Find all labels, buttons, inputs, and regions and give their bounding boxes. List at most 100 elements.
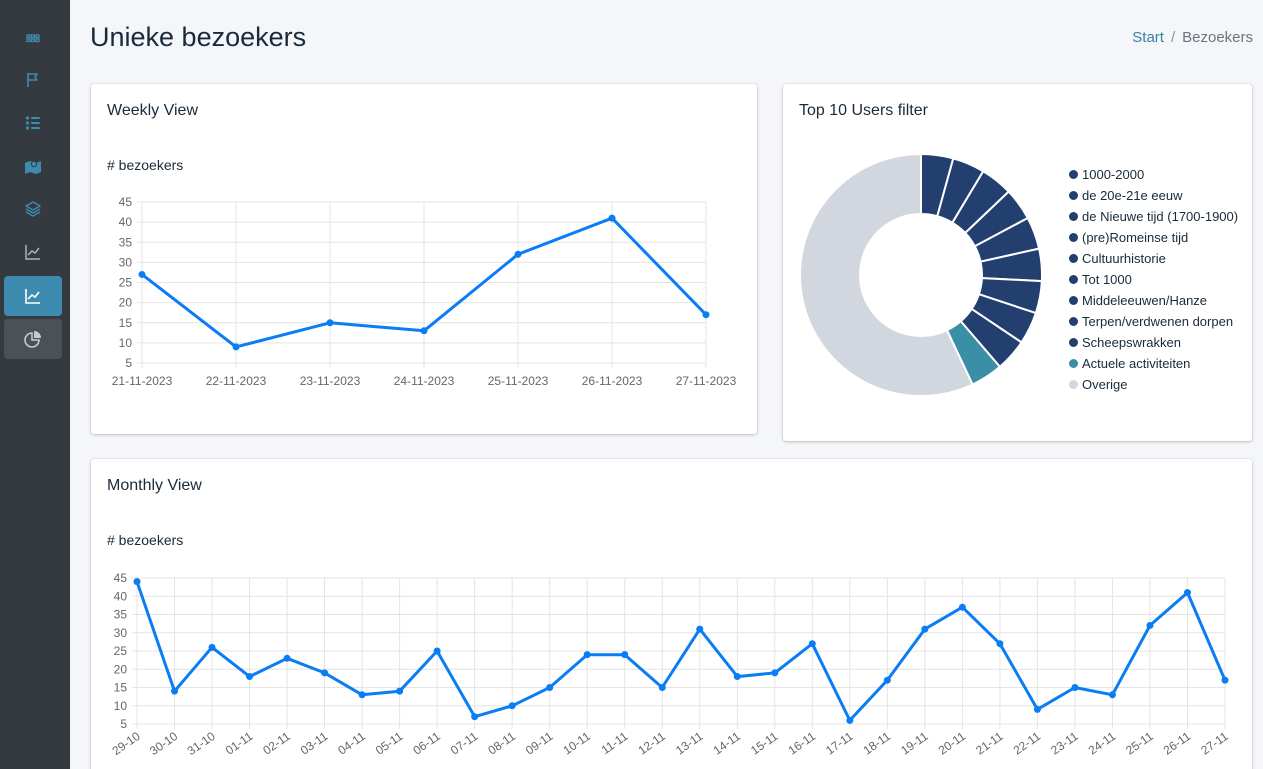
weekly-y-tick-label: 25 [119, 276, 133, 290]
legend-label: Actuele activiteiten [1082, 356, 1191, 371]
legend-swatch [1069, 359, 1078, 368]
monthly-chart-legend-label: # bezoekers [107, 532, 184, 548]
monthly-y-tick-label: 40 [114, 589, 128, 603]
weekly-x-tick-label: 24-11-2023 [394, 374, 455, 388]
monthly-x-tick-label: 29-10 [110, 729, 143, 758]
weekly-data-point [326, 319, 334, 327]
weekly-data-point [702, 311, 710, 319]
monthly-x-tick-label: 11-11 [599, 729, 631, 757]
weekly-y-tick-label: 5 [125, 356, 132, 370]
legend-swatch [1069, 170, 1078, 179]
weekly-data-point [608, 214, 616, 222]
top10-card: Top 10 Users filter 1000-2000 de 20e-21e … [783, 84, 1252, 441]
monthly-x-tick-label: 13-11 [673, 729, 706, 758]
monthly-y-tick-label: 35 [114, 608, 128, 622]
legend-swatch [1069, 338, 1078, 347]
monthly-data-point [771, 669, 779, 677]
monthly-data-point [133, 578, 141, 586]
weekly-y-tick-label: 35 [119, 235, 133, 249]
monthly-x-tick-label: 08-11 [485, 729, 518, 758]
page-title: Unieke bezoekers [90, 22, 307, 52]
legend-item[interactable]: de 20e-21e eeuw [1069, 185, 1254, 206]
weekly-chart-legend-label: # bezoekers [107, 157, 184, 173]
nav-pie-report[interactable] [4, 319, 62, 359]
weekly-card-title: Weekly View [107, 102, 198, 119]
monthly-data-point [883, 676, 891, 684]
monthly-data-point [171, 687, 179, 695]
legend-label: Tot 1000 [1082, 272, 1132, 287]
nav-layers[interactable] [4, 189, 62, 229]
nav-dashboard[interactable] [4, 18, 62, 58]
monthly-data-point [1033, 705, 1041, 713]
monthly-data-point [1108, 691, 1116, 699]
monthly-series-line [135, 581, 1227, 722]
monthly-data-point [471, 713, 479, 721]
legend-item[interactable]: 1000-2000 [1069, 164, 1254, 185]
monthly-data-point [733, 673, 741, 681]
monthly-x-tick-label: 22-11 [1011, 729, 1044, 758]
legend-item[interactable]: Terpen/verdwenen dorpen [1069, 311, 1254, 332]
grid-icon [26, 34, 40, 43]
legend-label: Middeleeuwen/Hanze [1082, 293, 1208, 308]
breadcrumb-home-link[interactable]: Start [1132, 29, 1164, 46]
legend-item[interactable]: de Nieuwe tijd (1700-1900) [1069, 206, 1254, 227]
legend-label: Cultuurhistorie [1082, 251, 1166, 266]
legend-swatch [1069, 191, 1078, 200]
monthly-x-tick-label: 25-11 [1123, 729, 1156, 758]
monthly-x-tick-label: 18-11 [861, 729, 894, 758]
monthly-card-title: Monthly View [107, 477, 202, 494]
monthly-data-point [508, 702, 516, 710]
monthly-x-tick-label: 16-11 [786, 729, 819, 758]
weekly-data-point [420, 327, 428, 335]
monthly-data-point [921, 625, 929, 633]
chart-pie-icon [24, 331, 41, 348]
monthly-data-point [808, 640, 816, 648]
legend-item[interactable]: Scheepswrakken [1069, 332, 1254, 353]
nav-flags[interactable] [4, 60, 62, 100]
weekly-y-tick-label: 20 [119, 296, 133, 310]
monthly-x-tick-label: 06-11 [410, 729, 443, 758]
monthly-line-chart: 5 10 15 20 25 30 35 40 45 29-10 30-10 31-10 01-11 02-… [110, 571, 1231, 758]
list-icon [25, 116, 40, 130]
monthly-x-tick-label: 07-11 [448, 729, 481, 758]
legend-item[interactable]: Actuele activiteiten [1069, 353, 1254, 374]
monthly-y-tick-label: 5 [120, 717, 127, 731]
top10-donut-chart [799, 152, 1043, 397]
monthly-data-point [1221, 676, 1229, 684]
flag-icon [27, 73, 38, 87]
legend-item[interactable]: Tot 1000 [1069, 269, 1254, 290]
monthly-data-point [546, 684, 554, 691]
breadcrumb: Start / Bezoekers [1132, 29, 1253, 46]
chart-line-icon [25, 245, 40, 260]
nav-statistics[interactable] [4, 232, 62, 272]
nav-map[interactable] [4, 146, 62, 186]
nav-list[interactable] [4, 103, 62, 143]
monthly-x-tick-label: 01-11 [223, 729, 256, 758]
weekly-data-point [232, 343, 240, 351]
legend-item[interactable]: Overige [1069, 374, 1254, 395]
donut-slice [799, 152, 974, 397]
legend-item[interactable]: Cultuurhistorie [1069, 248, 1254, 269]
legend-label: (pre)Romeinse tijd [1082, 230, 1189, 245]
monthly-y-tick-label: 20 [114, 662, 128, 676]
legend-item[interactable]: Middeleeuwen/Hanze [1069, 290, 1254, 311]
legend-item[interactable]: (pre)Romeinse tijd [1069, 227, 1254, 248]
monthly-x-tick-label: 09-11 [523, 729, 556, 758]
monthly-data-point [208, 643, 216, 651]
weekly-y-tick-label: 10 [119, 336, 133, 350]
legend-label: 1000-2000 [1082, 167, 1145, 182]
weekly-data-point [138, 270, 146, 278]
monthly-data-point [1071, 684, 1079, 691]
weekly-x-tick-label: 23-11-2023 [300, 374, 361, 388]
weekly-y-tick-label: 30 [119, 255, 133, 269]
monthly-x-tick-label: 15-11 [748, 729, 781, 758]
nav-visitors[interactable] [4, 276, 62, 316]
monthly-x-tick-label: 24-11 [1086, 729, 1119, 758]
monthly-x-tick-label: 10-11 [560, 729, 593, 758]
monthly-x-tick-label: 17-11 [823, 729, 856, 758]
monthly-data-point [658, 684, 666, 691]
weekly-data-point [514, 250, 522, 258]
weekly-x-tick-label: 25-11-2023 [488, 374, 549, 388]
monthly-data-point [433, 647, 441, 655]
monthly-data-point [846, 716, 854, 724]
